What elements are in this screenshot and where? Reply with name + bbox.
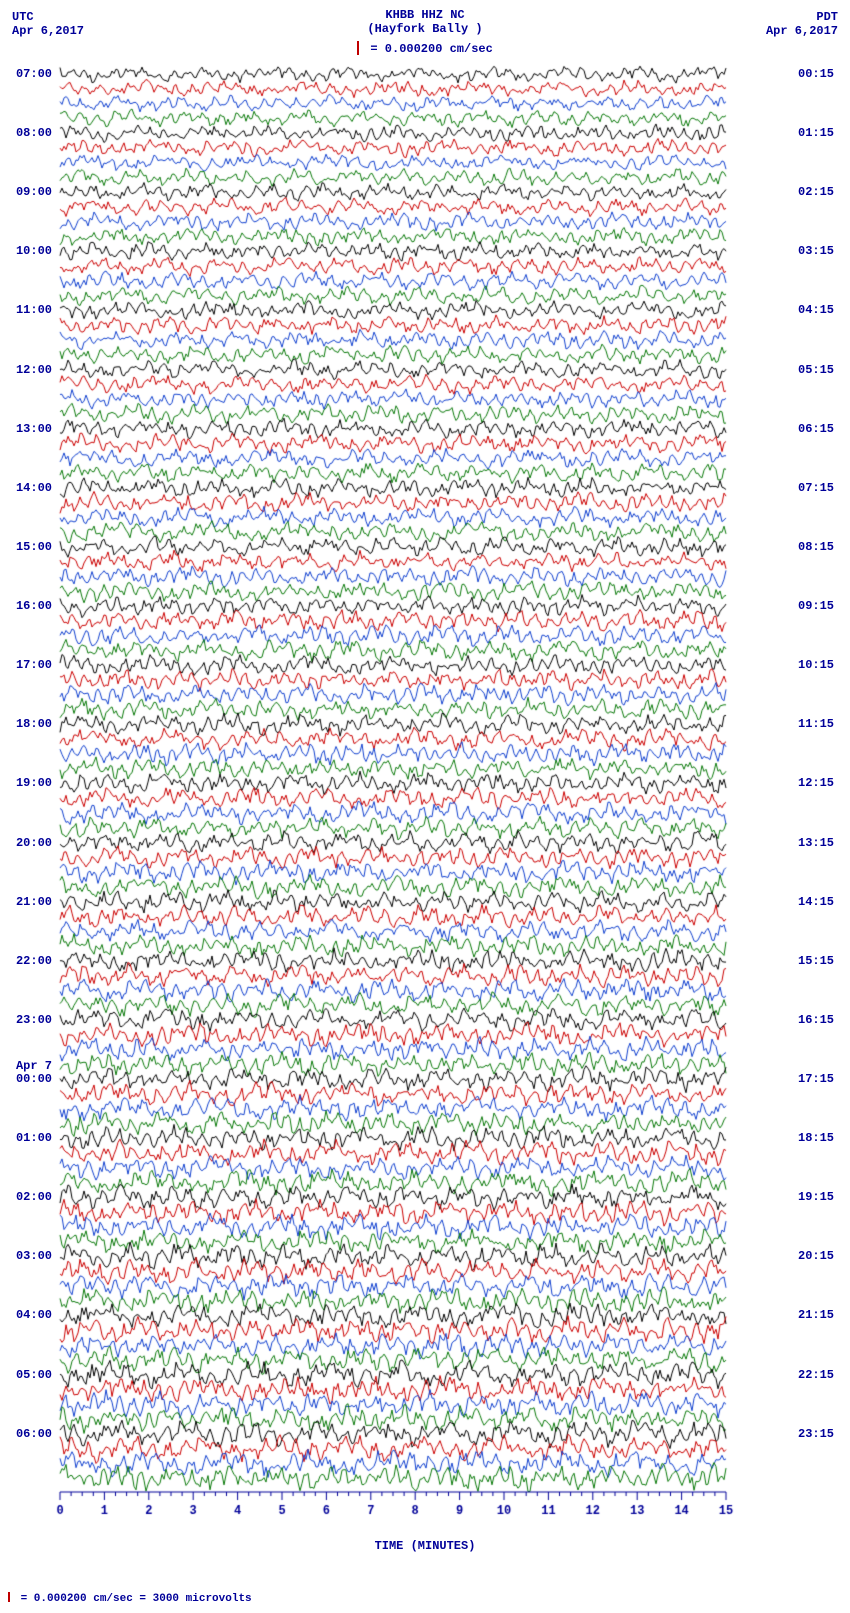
right-hour-label: 09:15 xyxy=(798,600,834,612)
right-hour-label: 02:15 xyxy=(798,186,834,198)
right-hour-label: 08:15 xyxy=(798,541,834,553)
left-hour-label: 06:00 xyxy=(16,1428,52,1440)
right-hour-label: 21:15 xyxy=(798,1309,834,1321)
right-hour-label: 06:15 xyxy=(798,423,834,435)
right-hour-label: 10:15 xyxy=(798,659,834,671)
right-date: Apr 6,2017 xyxy=(766,24,838,38)
right-time-axis: 00:15 01:15 02:15 03:15 04:15 05:15 06:15 07:15… xyxy=(798,62,842,1537)
left-hour-label: 05:00 xyxy=(16,1369,52,1381)
x-axis-title: TIME (MINUTES) xyxy=(8,1539,842,1553)
right-hour-label: 16:15 xyxy=(798,1014,834,1026)
right-hour-label: 14:15 xyxy=(798,896,834,908)
right-tz: PDT xyxy=(766,10,838,24)
left-hour-label: 00:00 xyxy=(16,1073,52,1085)
footer-text: = 0.000200 cm/sec = 3000 microvolts xyxy=(21,1593,252,1605)
left-hour-label: 07:00 xyxy=(16,68,52,80)
right-hour-label: 11:15 xyxy=(798,718,834,730)
left-hour-label: 23:00 xyxy=(16,1014,52,1026)
left-hour-label: 03:00 xyxy=(16,1250,52,1262)
left-hour-label: 18:00 xyxy=(16,718,52,730)
left-hour-label: 08:00 xyxy=(16,127,52,139)
left-day-break: Apr 7 xyxy=(16,1060,52,1072)
right-hour-label: 07:15 xyxy=(798,482,834,494)
right-hour-label: 00:15 xyxy=(798,68,834,80)
seismogram-plot: 07:00 08:00 09:00 10:00 11:00 12:00 13:00 14:00… xyxy=(8,62,842,1537)
scale-text: = 0.000200 cm/sec xyxy=(370,42,492,56)
right-hour-label: 01:15 xyxy=(798,127,834,139)
pdt-header: PDT Apr 6,2017 xyxy=(766,10,838,38)
left-hour-label: 11:00 xyxy=(16,304,52,316)
left-hour-label: 10:00 xyxy=(16,245,52,257)
right-hour-label: 15:15 xyxy=(798,955,834,967)
station-title: KHBB HHZ NC (Hayfork Bally ) = 0.000200 … xyxy=(8,8,842,56)
left-time-axis: 07:00 08:00 09:00 10:00 11:00 12:00 13:00 14:00… xyxy=(8,62,52,1537)
left-hour-label: 09:00 xyxy=(16,186,52,198)
left-hour-label: 01:00 xyxy=(16,1132,52,1144)
scale-legend: = 0.000200 cm/sec xyxy=(8,42,842,56)
footer-scale-bar-icon xyxy=(8,1592,10,1602)
left-hour-label: 12:00 xyxy=(16,364,52,376)
right-hour-label: 18:15 xyxy=(798,1132,834,1144)
left-hour-label: 02:00 xyxy=(16,1191,52,1203)
right-hour-label: 03:15 xyxy=(798,245,834,257)
right-hour-label: 12:15 xyxy=(798,777,834,789)
right-hour-label: 22:15 xyxy=(798,1369,834,1381)
right-hour-label: 13:15 xyxy=(798,837,834,849)
scale-bar-icon xyxy=(357,41,359,55)
left-hour-label: 16:00 xyxy=(16,600,52,612)
left-hour-label: 19:00 xyxy=(16,777,52,789)
station-code: KHBB HHZ NC xyxy=(8,8,842,22)
left-hour-label: 21:00 xyxy=(16,896,52,908)
left-hour-label: 13:00 xyxy=(16,423,52,435)
right-hour-label: 19:15 xyxy=(798,1191,834,1203)
left-hour-label: 20:00 xyxy=(16,837,52,849)
left-hour-label: 22:00 xyxy=(16,955,52,967)
footer-scale: = 0.000200 cm/sec = 3000 microvolts xyxy=(8,1593,842,1605)
right-hour-label: 17:15 xyxy=(798,1073,834,1085)
station-name: (Hayfork Bally ) xyxy=(8,22,842,36)
right-hour-label: 05:15 xyxy=(798,364,834,376)
left-hour-label: 04:00 xyxy=(16,1309,52,1321)
right-hour-label: 04:15 xyxy=(798,304,834,316)
right-hour-label: 20:15 xyxy=(798,1250,834,1262)
left-hour-label: 14:00 xyxy=(16,482,52,494)
seismogram-canvas xyxy=(8,62,842,1537)
left-hour-label: 15:00 xyxy=(16,541,52,553)
right-hour-label: 23:15 xyxy=(798,1428,834,1440)
left-hour-label: 17:00 xyxy=(16,659,52,671)
